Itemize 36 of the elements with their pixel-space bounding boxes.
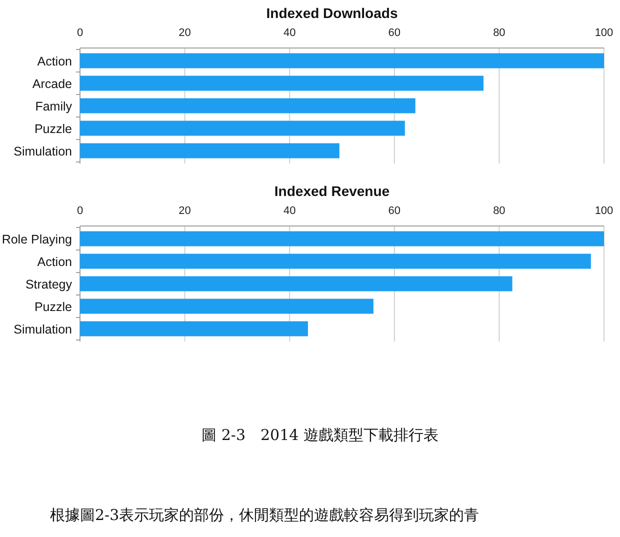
bar — [80, 298, 374, 314]
x-tick-label: 20 — [178, 27, 191, 39]
bar — [80, 120, 405, 136]
x-tick-label: 80 — [493, 205, 506, 217]
bar — [80, 76, 484, 91]
chart-title: Indexed Downloads — [266, 5, 398, 21]
bar — [80, 276, 512, 292]
x-tick-label: 60 — [388, 205, 401, 217]
x-tick-label: 40 — [283, 205, 296, 217]
y-tick-label: Action — [37, 54, 72, 68]
bar — [80, 143, 340, 158]
x-tick-label: 100 — [594, 205, 614, 217]
y-tick-label: Simulation — [14, 322, 72, 336]
x-tick-label: 100 — [594, 27, 614, 39]
y-tick-label: Puzzle — [34, 300, 72, 314]
y-tick-label: Strategy — [25, 277, 73, 292]
y-tick-label: Simulation — [14, 144, 72, 158]
x-tick-label: 80 — [493, 27, 506, 39]
y-tick-label: Role Playing — [2, 232, 72, 246]
x-tick-label: 0 — [76, 27, 84, 39]
x-tick-label: 0 — [76, 205, 84, 217]
x-tick-label: 60 — [388, 27, 401, 39]
bar — [80, 53, 604, 68]
text: 根據圖2-3表示玩家的部份，休閒類型的遊戲較容易得到玩家的青 — [50, 506, 480, 524]
x-tick-label: 20 — [178, 205, 191, 217]
bar — [80, 321, 308, 336]
y-tick-label: Arcade — [32, 76, 72, 91]
y-tick-label: Action — [37, 254, 72, 269]
y-tick-label: Family — [35, 99, 73, 114]
bar — [80, 231, 604, 246]
y-tick-label: Puzzle — [34, 122, 72, 136]
bar — [80, 254, 591, 269]
x-tick-label: 40 — [283, 27, 296, 39]
chart-title: Indexed Revenue — [274, 183, 390, 199]
caption: 圖 2-3 2014 遊戲類型下載排行表 — [202, 426, 438, 444]
bar — [80, 98, 416, 114]
